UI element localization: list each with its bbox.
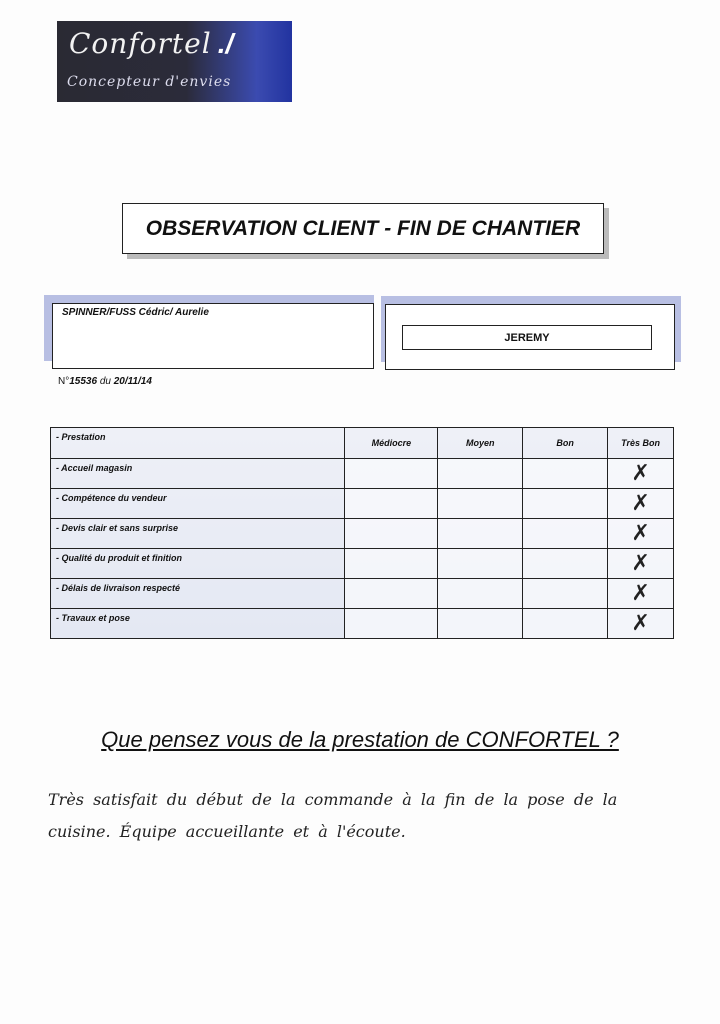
order-du: du	[99, 376, 111, 387]
order-date: 20/11/14	[113, 376, 152, 387]
page-title: OBSERVATION CLIENT - FIN DE CHANTIER	[122, 203, 604, 254]
rating-cell	[522, 518, 609, 549]
rating-cell: ✗	[607, 578, 674, 609]
table-row: - Qualité du produit et finition ✗	[49, 548, 674, 579]
logo-brand-row: Confortel ./	[69, 27, 233, 60]
rating-cell	[437, 608, 524, 639]
rating-cell	[437, 578, 524, 609]
header-prestation: - Prestation	[49, 427, 346, 459]
order-number: 15536	[69, 376, 98, 387]
rating-cell: ✗	[607, 458, 674, 489]
header-moyen: Moyen	[437, 427, 524, 459]
rating-cell	[344, 518, 439, 549]
row-label: - Compétence du vendeur	[49, 488, 346, 519]
logo-tagline: Concepteur d'envies	[67, 74, 232, 90]
rating-cell	[522, 578, 609, 609]
rating-cell	[344, 488, 439, 519]
question-heading: Que pensez vous de la prestation de CONF…	[101, 727, 619, 752]
rating-table: - Prestation Médiocre Moyen Bon Très Bon…	[49, 427, 674, 639]
rating-cell	[522, 458, 609, 489]
order-reference: N°15536 du 20/11/14	[58, 376, 152, 387]
client-box	[52, 303, 374, 369]
rating-cell: ✗	[607, 488, 674, 519]
rating-cell	[437, 488, 524, 519]
row-label: - Délais de livraison respecté	[49, 578, 346, 609]
answer-line-1: Très satisfait du début de la commande à…	[48, 790, 618, 809]
rating-cell	[522, 608, 609, 639]
row-label: - Travaux et pose	[49, 608, 346, 639]
header-bon: Bon	[522, 427, 609, 459]
rating-cell	[437, 518, 524, 549]
rating-cell	[522, 488, 609, 519]
table-row: - Devis clair et sans surprise ✗	[49, 518, 674, 549]
row-label: - Accueil magasin	[49, 458, 346, 489]
table-header-row: - Prestation Médiocre Moyen Bon Très Bon	[49, 427, 674, 459]
table-row: - Compétence du vendeur ✗	[49, 488, 674, 519]
rating-cell	[522, 548, 609, 579]
rating-cell: ✗	[607, 518, 674, 549]
table-row: - Travaux et pose ✗	[49, 608, 674, 639]
rating-cell	[344, 608, 439, 639]
order-prefix: N°	[58, 376, 70, 387]
table-row: - Délais de livraison respecté ✗	[49, 578, 674, 609]
rating-cell	[344, 458, 439, 489]
table-row: - Accueil magasin ✗	[49, 458, 674, 489]
rating-cell	[344, 548, 439, 579]
rating-cell	[437, 458, 524, 489]
rating-cell	[437, 548, 524, 579]
agent-name: JEREMY	[402, 325, 652, 350]
rating-cell	[344, 578, 439, 609]
client-name: SPINNER/FUSS Cédric/ Aurelie	[62, 307, 209, 318]
logo-mark: ./	[217, 28, 234, 59]
handwritten-answer: Très satisfait du début de la commande à…	[48, 784, 716, 848]
header-tres-bon: Très Bon	[607, 427, 674, 459]
rating-cell: ✗	[607, 548, 674, 579]
row-label: - Devis clair et sans surprise	[49, 518, 346, 549]
row-label: - Qualité du produit et finition	[49, 548, 346, 579]
logo-brand: Confortel	[69, 27, 212, 60]
header-mediocre: Médiocre	[344, 427, 439, 459]
answer-line-2: cuisine. Équipe accueillante et à l'écou…	[48, 822, 406, 841]
rating-cell: ✗	[607, 608, 674, 639]
confortel-logo: Confortel ./ Concepteur d'envies	[57, 21, 292, 102]
